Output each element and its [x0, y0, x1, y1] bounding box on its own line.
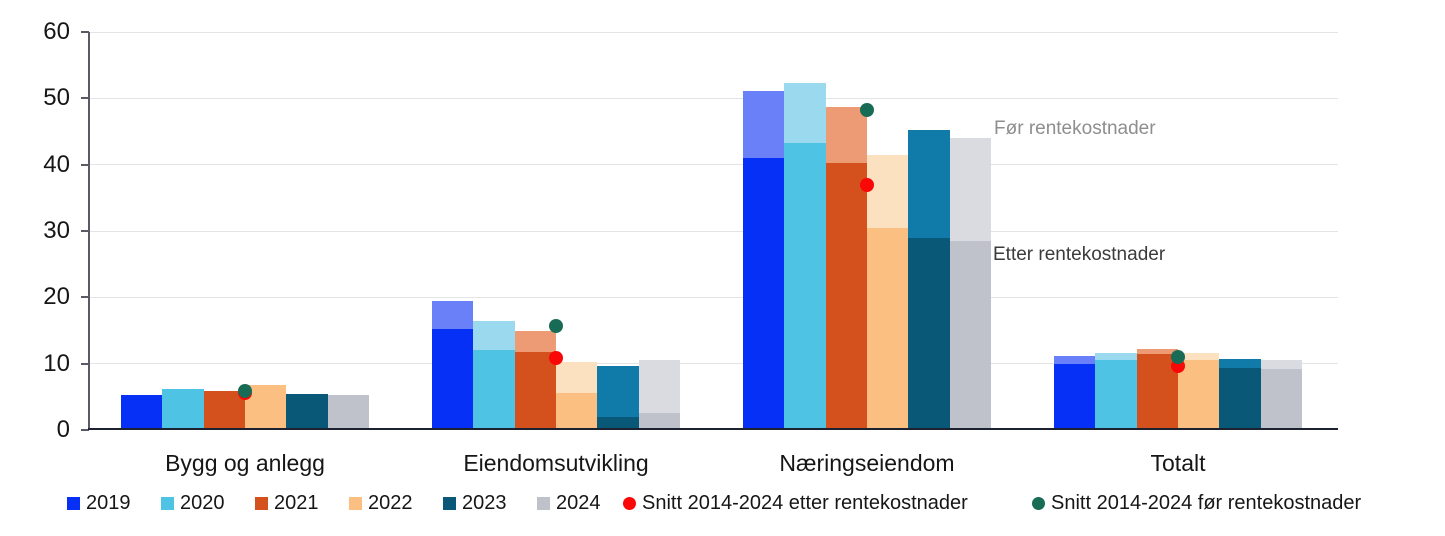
x-axis-line — [88, 428, 1338, 430]
bar-etter-2022 — [556, 392, 598, 430]
gridline-60 — [89, 31, 1338, 33]
legend-item-2020: 2020 — [161, 489, 225, 517]
legend-label-2022: 2022 — [368, 491, 413, 514]
bar-etter-2019 — [743, 158, 785, 430]
legend-swatch-2019 — [67, 496, 80, 510]
bar-etter-2024 — [1260, 368, 1302, 430]
legend-swatch-2020 — [161, 496, 174, 510]
category-label-3: Næringseiendom — [779, 450, 955, 476]
legend-item-2023: 2023 — [443, 489, 507, 517]
y-axis-label-40: 40 — [43, 150, 70, 178]
legend-dot-snitt-etter — [623, 496, 636, 510]
gridline-10 — [89, 363, 1338, 365]
bar-etter-2022 — [867, 227, 909, 430]
bar-etter-2024 — [638, 412, 680, 430]
annotation-etter-rentekostnader: Etter rentekostnader — [993, 244, 1166, 265]
snitt-foer-dot — [549, 318, 563, 333]
category-label-2: Eiendomsutvikling — [463, 450, 649, 476]
y-axis-tick-50 — [81, 97, 89, 100]
y-axis-label-30: 30 — [43, 217, 70, 244]
bar-etter-2020 — [1095, 360, 1137, 430]
gridline-40 — [89, 164, 1338, 166]
snitt-foer-dot — [1171, 350, 1185, 365]
bar-etter-2021 — [203, 390, 245, 430]
snitt-foer-dot — [238, 383, 252, 398]
bar-etter-2020 — [473, 349, 515, 430]
legend-item-2024: 2024 — [537, 489, 601, 517]
bar-etter-2021 — [514, 352, 556, 430]
legend-swatch-2023 — [443, 496, 456, 510]
bar-etter-2020 — [162, 388, 204, 430]
category-label-1: Bygg og anlegg — [165, 450, 325, 476]
legend-label-2021: 2021 — [274, 491, 319, 514]
bar-etter-2022 — [1178, 360, 1220, 430]
legend-swatch-2024 — [537, 496, 550, 510]
snitt-etter-dot — [860, 178, 874, 193]
legend-item-snitt-etter: Snitt 2014-2024 etter rentekostnader — [623, 489, 968, 517]
legend-dot-snitt-foer — [1032, 496, 1045, 510]
y-axis-tick-40 — [81, 163, 89, 166]
bar-etter-2023 — [286, 393, 328, 430]
y-axis-label-50: 50 — [43, 84, 70, 112]
y-axis-tick-20 — [81, 296, 89, 299]
legend-swatch-2021 — [255, 496, 268, 510]
legend-item-2021: 2021 — [255, 489, 319, 517]
category-label-4: Totalt — [1150, 450, 1206, 476]
legend-item-2019: 2019 — [67, 489, 131, 517]
gridline-20 — [89, 296, 1338, 298]
y-axis-tick-10 — [81, 362, 89, 365]
legend: 2019 2020 2021 2022 2023 2024 Snitt 2014-2024 … — [0, 489, 1445, 517]
bar-etter-2019 — [432, 328, 474, 430]
legend-item-snitt-foer: Snitt 2014-2024 før rentekostnader — [1032, 489, 1361, 517]
legend-swatch-2022 — [349, 496, 362, 510]
legend-label-2020: 2020 — [180, 491, 225, 514]
legend-label-snitt-foer: Snitt 2014-2024 før rentekostnader — [1051, 491, 1362, 514]
y-axis-tick-60 — [81, 31, 89, 33]
y-axis-label-0: 0 — [56, 416, 70, 443]
bar-etter-2021 — [825, 162, 867, 430]
y-axis-line — [88, 32, 90, 430]
legend-label-snitt-etter: Snitt 2014-2024 etter rentekostnader — [642, 491, 968, 514]
legend-item-2022: 2022 — [349, 489, 413, 517]
bar-etter-2019 — [1054, 363, 1096, 430]
bar-etter-2023 — [908, 237, 950, 430]
annotation-foer-rentekostnader: Før rentekostnader — [994, 118, 1156, 139]
bar-etter-2020 — [784, 143, 826, 430]
gridline-30 — [89, 230, 1338, 232]
bar-etter-2023 — [597, 416, 639, 430]
snitt-etter-dot — [549, 350, 563, 365]
bar-etter-2024 — [949, 240, 991, 430]
snitt-foer-dot — [860, 102, 874, 117]
legend-label-2024: 2024 — [556, 491, 601, 514]
bar-etter-2023 — [1219, 368, 1261, 430]
y-axis-label-60: 60 — [43, 18, 70, 45]
y-axis-tick-0 — [81, 429, 89, 431]
bar-etter-2019 — [121, 394, 163, 430]
y-axis-label-20: 20 — [43, 283, 70, 311]
legend-label-2023: 2023 — [462, 491, 507, 514]
y-axis-label-10: 10 — [43, 349, 70, 377]
legend-label-2019: 2019 — [86, 491, 131, 514]
gridline-50 — [89, 97, 1338, 99]
bar-etter-2024 — [327, 394, 369, 430]
y-axis-tick-30 — [81, 230, 89, 232]
